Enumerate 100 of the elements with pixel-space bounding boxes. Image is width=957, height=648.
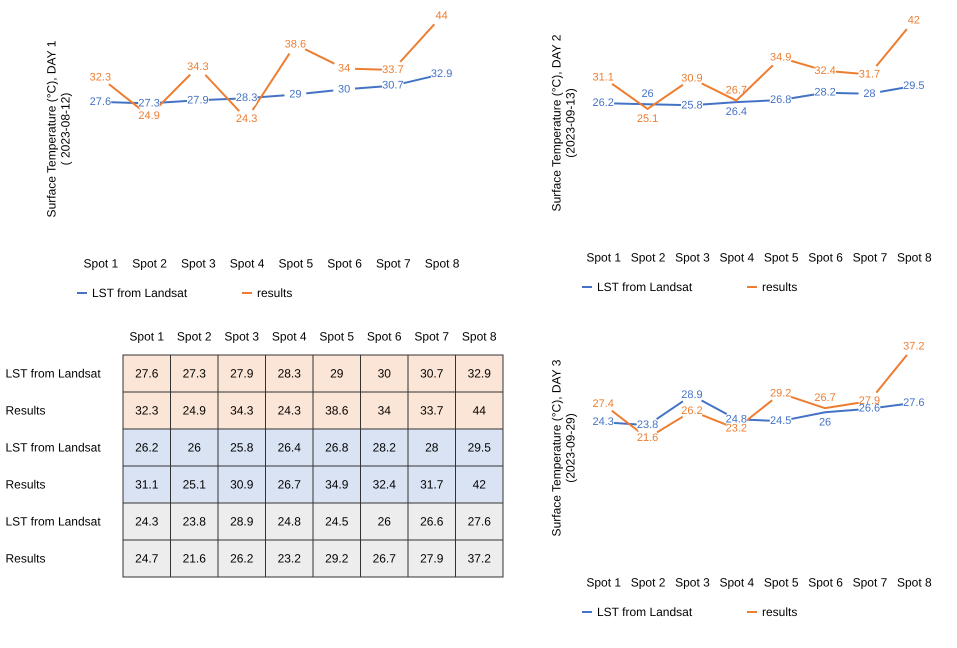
x-tick-label: Spot 4 [719, 250, 754, 264]
data-label: 33.7 [382, 64, 404, 76]
data-label: 26.8 [325, 440, 349, 454]
data-label: 30.7 [382, 80, 404, 92]
y-axis-title: Surface Temperature (°C), DAY 3 (2023-09-29) [550, 359, 578, 536]
data-label: 31.1 [135, 478, 159, 492]
x-tick-label: Spot 6 [327, 256, 362, 270]
data-label: 27.6 [903, 396, 925, 409]
data-label: 24.5 [325, 514, 349, 528]
x-tick-label: Spot 2 [630, 576, 666, 590]
data-label: 27.6 [468, 514, 492, 528]
x-tick-label: Spot 5 [764, 250, 799, 264]
data-label: 42 [908, 14, 920, 27]
x-tick-label: Spot 2 [132, 256, 168, 270]
x-tick-label: Spot 2 [176, 330, 212, 344]
data-label: 26.7 [278, 478, 302, 492]
data-label: 25.1 [182, 478, 206, 492]
legend-label: results [762, 280, 798, 294]
x-tick-label: Spot 5 [278, 256, 314, 270]
data-label: 24.3 [236, 113, 258, 126]
data-label: 26 [188, 440, 202, 454]
x-tick-label: Spot 7 [414, 330, 450, 344]
data-label: 32.3 [90, 71, 112, 84]
data-label: 30.9 [681, 72, 703, 85]
data-label: 32.9 [468, 366, 492, 380]
data-label: 27.6 [90, 96, 112, 108]
data-label: 23.8 [182, 514, 206, 528]
data-label: 28 [863, 88, 876, 100]
data-label: 28.3 [236, 92, 258, 104]
data-label: 26.7 [372, 552, 396, 566]
x-tick-label: Spot 7 [376, 256, 412, 270]
data-label: 28.9 [681, 389, 703, 402]
data-label: 34 [378, 404, 392, 418]
data-label: 23.8 [636, 419, 658, 432]
legend-label: results [762, 605, 798, 619]
y-tick-label: LST from Landsat [6, 514, 102, 528]
data-label: 28.9 [230, 514, 254, 528]
x-tick-label: Spot 8 [462, 330, 497, 344]
x-tick-label: Spot 8 [896, 576, 932, 590]
x-tick-label: Spot 6 [808, 576, 844, 590]
x-tick-label: Spot 3 [181, 256, 216, 270]
data-label: 24.7 [135, 552, 159, 566]
data-label: 37.2 [468, 552, 492, 566]
data-label: 26.7 [814, 392, 836, 404]
data-label: 26 [641, 88, 654, 100]
data-label: 26.2 [230, 552, 254, 566]
legend-label: LST from Landsat [92, 286, 188, 300]
data-label: 28 [425, 440, 439, 454]
x-tick-label: Spot 2 [630, 250, 666, 264]
y-tick-label: LST from Landsat [6, 440, 102, 454]
y-tick-label: Results [6, 478, 46, 492]
data-label: 24.9 [182, 404, 206, 418]
data-label: 24.8 [278, 514, 302, 528]
data-label: 30 [338, 83, 350, 96]
x-tick-label: Spot 1 [586, 576, 622, 590]
data-label: 30.7 [420, 366, 444, 380]
y-tick-label: Results [6, 404, 46, 418]
legend-label: LST from Landsat [597, 605, 693, 619]
data-label: 31.7 [420, 478, 444, 492]
data-label: 26.7 [726, 84, 748, 97]
x-tick-label: Spot 3 [224, 330, 260, 344]
x-tick-label: Spot 4 [719, 576, 754, 590]
y-axis-title: Surface Temperature (°C), DAY 2 (2023-09-13) [550, 34, 578, 212]
data-label: 27.3 [182, 366, 206, 380]
x-tick-label: Spot 3 [675, 250, 710, 264]
data-label: 26.2 [135, 440, 159, 454]
data-label: 23.2 [278, 552, 302, 566]
legend-label: LST from Landsat [597, 280, 693, 294]
data-label: 37.2 [903, 340, 925, 352]
data-label: 26.4 [726, 106, 748, 118]
data-label: 29 [289, 88, 302, 101]
data-label: 33.7 [420, 404, 444, 418]
data-label: 21.6 [182, 552, 206, 566]
data-label: 44 [436, 10, 448, 22]
x-tick-label: Spot 6 [808, 250, 844, 264]
x-tick-label: Spot 8 [424, 256, 460, 270]
data-label: 26.2 [681, 405, 703, 418]
x-tick-label: Spot 3 [675, 576, 710, 590]
x-tick-label: Spot 4 [272, 330, 307, 344]
data-label: 26.6 [420, 514, 444, 528]
data-label: 34.9 [325, 478, 349, 492]
data-label: 25.1 [636, 112, 658, 125]
data-label: 26.4 [278, 440, 302, 454]
x-tick-label: Spot 7 [852, 250, 888, 264]
data-label: 26.8 [770, 94, 792, 106]
data-label: 29 [330, 366, 344, 380]
legend-label: results [257, 286, 292, 300]
data-label: 27.6 [135, 366, 159, 380]
data-label: 44 [472, 404, 486, 418]
data-label: 34.3 [230, 404, 254, 418]
x-tick-label: Spot 1 [129, 330, 164, 344]
data-label: 28.3 [278, 366, 302, 380]
data-label: 27.9 [187, 94, 209, 106]
data-label: 28.2 [814, 86, 836, 99]
data-label: 27.9 [230, 366, 254, 380]
data-label: 24.3 [592, 416, 614, 428]
data-label: 25.8 [230, 440, 254, 454]
data-label: 24.3 [135, 514, 159, 528]
data-label: 24.5 [770, 415, 792, 428]
data-label: 42 [472, 478, 486, 492]
